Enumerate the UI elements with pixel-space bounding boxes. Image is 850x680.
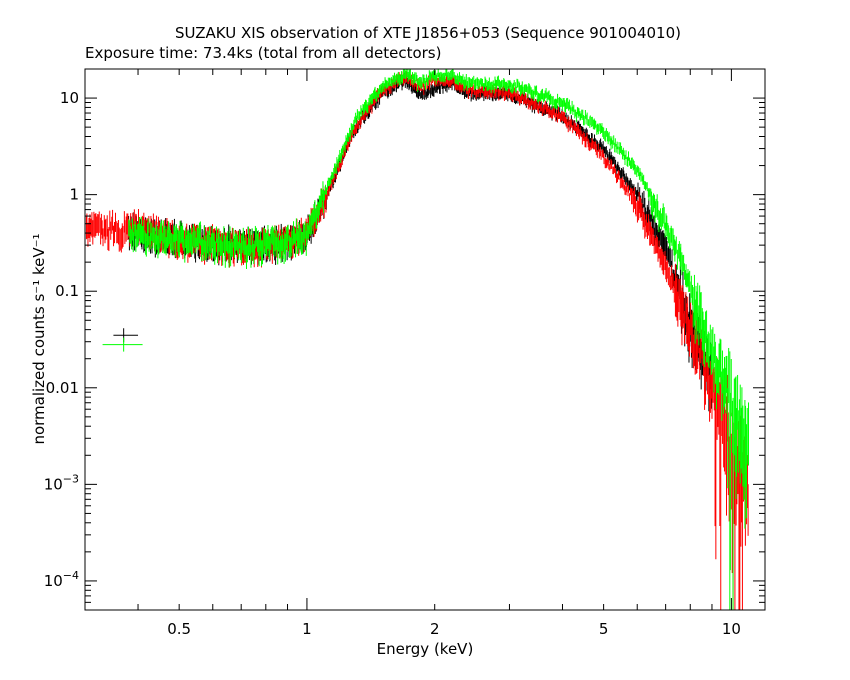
y-tick-label: 0.01 [46, 379, 79, 397]
y-tick-label: 10 [60, 89, 79, 107]
plot-frame [84, 68, 766, 611]
y-tick-label: 10−4 [44, 569, 79, 590]
x-axis-label: Energy (keV) [377, 640, 474, 658]
x-tick-label: 2 [430, 620, 440, 638]
x-tick-label: 0.5 [167, 620, 191, 638]
chart-subtitle: Exposure time: 73.4ks (total from all de… [85, 44, 441, 62]
y-axis-ticks: 10 1 0.1 0.01 10−3 10−4 [44, 68, 765, 611]
calibration-marker-0 [113, 328, 139, 343]
series-2 [128, 69, 749, 610]
data-layer [84, 69, 749, 610]
x-axis-ticks: 0.5 1 2 5 10 [84, 69, 741, 638]
series-1 [84, 71, 749, 610]
y-axis-label: normalized counts s⁻¹ keV⁻¹ [30, 233, 48, 444]
y-tick-label: 1 [69, 186, 79, 204]
x-tick-label: 5 [599, 620, 609, 638]
calibration-marker-2 [102, 337, 143, 352]
x-tick-label: 10 [722, 620, 741, 638]
chart-title: SUZAKU XIS observation of XTE J1856+053 … [175, 24, 681, 42]
x-tick-label: 1 [302, 620, 312, 638]
y-tick-label: 10−3 [44, 472, 79, 493]
y-tick-label: 0.1 [55, 282, 79, 300]
